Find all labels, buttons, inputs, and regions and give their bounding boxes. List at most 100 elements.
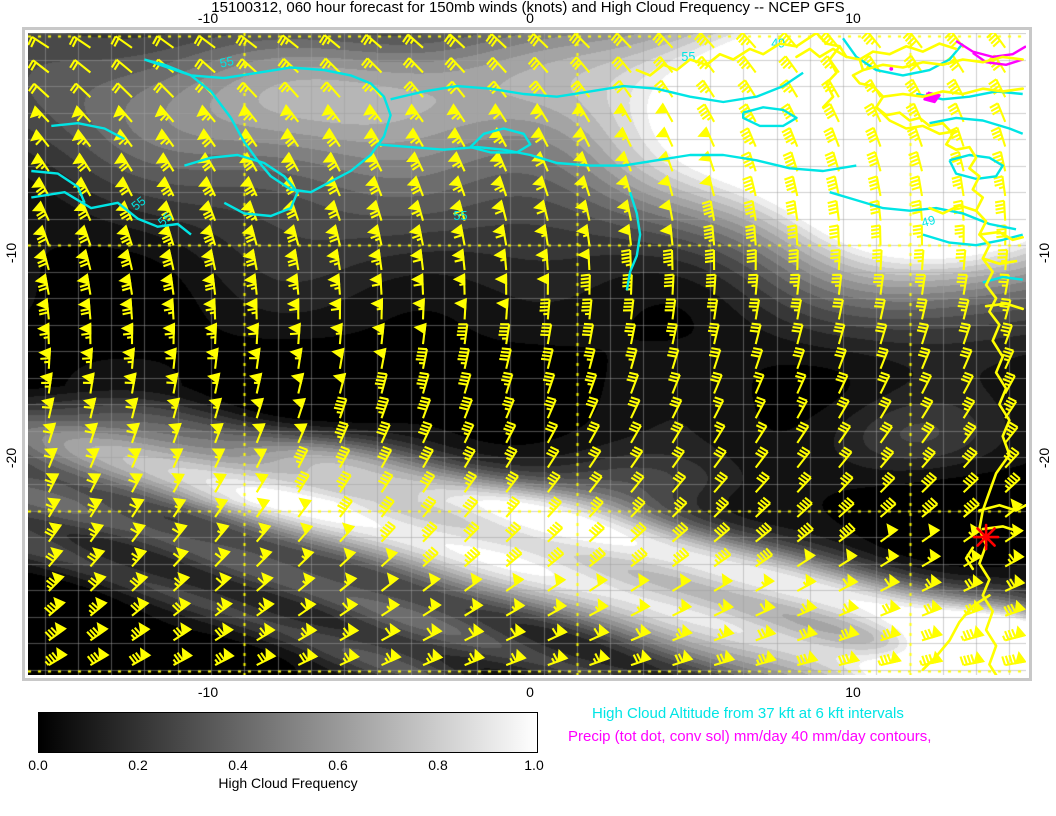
colorbar-tick-5: 1.0	[524, 757, 544, 773]
wind-barb	[378, 495, 395, 518]
wind-barb	[737, 79, 757, 98]
wind-barb	[242, 248, 258, 271]
coastline	[858, 42, 958, 61]
wind-barb	[865, 126, 882, 147]
wind-barb	[199, 224, 217, 246]
wind-barb	[380, 547, 399, 568]
wind-barb	[447, 151, 466, 172]
wind-barb	[75, 248, 92, 271]
wind-barb	[947, 102, 965, 123]
wind-barb	[254, 472, 269, 493]
wind-barb	[203, 297, 217, 320]
wind-barb	[370, 297, 384, 320]
wind-barb	[326, 248, 341, 271]
wind-barb	[612, 79, 632, 98]
wind-barb	[505, 648, 527, 667]
wind-barb	[832, 298, 844, 320]
wind-barb	[993, 175, 1007, 197]
wind-barb	[713, 598, 735, 617]
wind-barb	[918, 371, 933, 394]
wind-barb	[630, 471, 645, 493]
wind-barb	[781, 127, 799, 147]
wind-barb	[588, 623, 610, 642]
wind-barb	[294, 470, 310, 493]
wind-barb	[624, 322, 636, 345]
wind-barb	[666, 322, 678, 345]
coastline	[981, 257, 1018, 266]
wind-barb	[671, 573, 692, 592]
wind-barb	[208, 397, 223, 419]
wind-barb	[42, 422, 57, 444]
wind-barb	[671, 547, 690, 568]
wind-barb	[458, 396, 473, 419]
axis-tick-bottom-1: 0	[526, 684, 534, 700]
wind-barb	[671, 446, 685, 469]
wind-barb	[73, 200, 92, 222]
wind-barb	[575, 223, 591, 246]
wind-barb	[126, 422, 141, 444]
wind-barb	[920, 396, 934, 419]
wind-barb	[912, 224, 924, 246]
wind-barb	[110, 35, 133, 49]
wind-barb	[235, 58, 258, 74]
wind-barb	[547, 648, 569, 667]
wind-barb	[406, 175, 424, 197]
wind-barb	[172, 547, 190, 568]
wind-barb	[235, 34, 258, 49]
wind-barb	[155, 152, 175, 172]
wind-barb	[277, 34, 299, 49]
coastline	[795, 47, 848, 59]
wind-barb	[286, 297, 300, 320]
wind-barb	[318, 34, 341, 49]
wind-barb	[30, 128, 50, 148]
wind-barb	[796, 624, 819, 642]
wind-barb	[172, 647, 194, 667]
wind-barb	[866, 151, 882, 172]
wind-barb	[505, 470, 519, 493]
wind-barb	[825, 175, 840, 197]
wind-barb	[415, 347, 429, 370]
wind-barb	[778, 55, 799, 74]
wind-barb	[297, 547, 315, 568]
wind-barb	[796, 548, 816, 568]
wind-barb	[613, 126, 632, 148]
wind-barb	[879, 446, 895, 469]
wind-barb	[994, 199, 1007, 221]
wind-barb	[611, 56, 632, 74]
wind-barb	[255, 497, 271, 518]
wind-barb	[339, 547, 357, 568]
wind-barb	[503, 421, 517, 444]
wind-barb	[160, 273, 175, 295]
wind-barb	[962, 421, 977, 444]
wind-barb	[283, 224, 300, 246]
axis-tick-bottom-2: 10	[845, 684, 861, 700]
wind-barb	[128, 473, 144, 493]
wind-barb	[451, 248, 466, 271]
wind-barb	[127, 448, 142, 469]
wind-barb	[753, 371, 765, 394]
wind-barb	[238, 104, 258, 123]
wind-barb	[616, 199, 633, 221]
map-plot-area[interactable]: 55 55 55 55 55 49 49	[28, 33, 1026, 675]
wind-barb	[321, 127, 341, 148]
wind-barb	[703, 224, 716, 246]
wind-barb	[289, 347, 303, 369]
wind-barb	[1001, 651, 1026, 667]
wind-barb	[877, 371, 891, 394]
wind-barb	[788, 248, 799, 271]
wind-barb	[250, 397, 265, 419]
wind-barb	[255, 547, 273, 568]
wind-barb	[664, 298, 677, 320]
wind-barb	[745, 224, 757, 246]
wind-barb	[131, 547, 148, 568]
wind-barb	[255, 522, 272, 543]
coastline-layer	[635, 33, 1026, 675]
wind-barb	[111, 82, 133, 98]
wind-barb	[1003, 599, 1026, 617]
wind-barb	[280, 151, 300, 172]
wind-barb	[701, 199, 716, 221]
wind-barb	[113, 104, 133, 123]
wind-barb	[792, 347, 806, 370]
station-marker[interactable]	[972, 523, 1000, 551]
wind-barb	[838, 624, 860, 642]
